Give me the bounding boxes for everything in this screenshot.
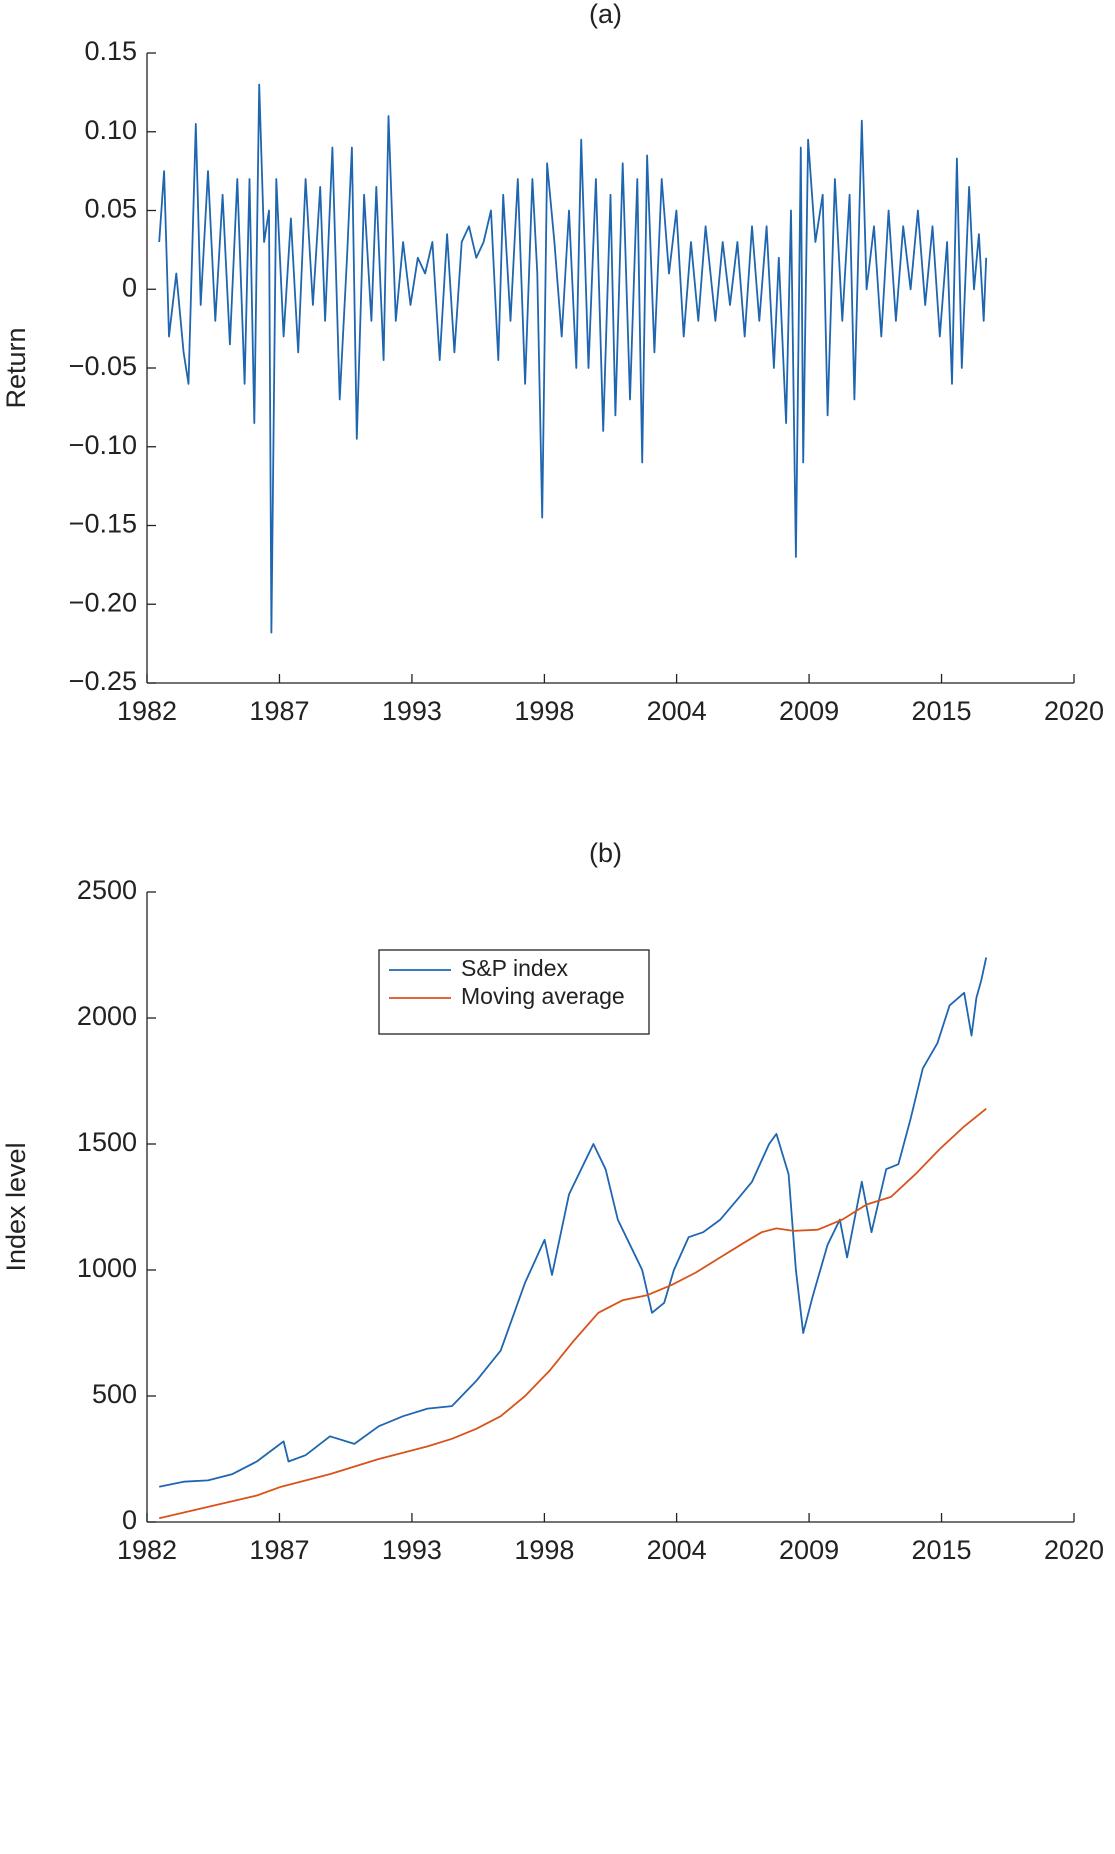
y-axis-label: Return: [1, 327, 31, 408]
y-tick-label: 0: [122, 1505, 137, 1535]
y-tick-label: 500: [92, 1379, 137, 1409]
x-tick-label: 2009: [779, 1535, 839, 1565]
x-tick-label: 2015: [911, 696, 971, 726]
y-tick-label: −0.15: [69, 509, 137, 539]
legend-label: S&P index: [461, 955, 568, 981]
y-tick-label: 2500: [77, 875, 137, 905]
y-tick-label: 2000: [77, 1001, 137, 1031]
x-tick-label: 1993: [382, 696, 442, 726]
x-tick-label: 2020: [1044, 1535, 1104, 1565]
x-tick-label: 2004: [647, 696, 707, 726]
chart-title: (a): [589, 0, 622, 29]
x-tick-label: 1987: [249, 696, 309, 726]
data-line: [159, 957, 988, 1488]
y-tick-label: 0.10: [84, 115, 137, 145]
x-tick-label: 1987: [249, 1535, 309, 1565]
y-tick-label: 0: [122, 272, 137, 302]
legend-label: Moving average: [461, 983, 625, 1009]
y-tick-label: −0.20: [69, 587, 137, 617]
y-tick-label: −0.10: [69, 430, 137, 460]
x-tick-label: 2009: [779, 696, 839, 726]
x-tick-label: 1993: [382, 1535, 442, 1565]
x-tick-label: 1982: [117, 696, 177, 726]
x-tick-label: 2020: [1044, 696, 1104, 726]
y-tick-label: 1000: [77, 1253, 137, 1283]
chart-title: (b): [589, 838, 622, 868]
y-tick-label: 1500: [77, 1127, 137, 1157]
x-tick-label: 1982: [117, 1535, 177, 1565]
y-tick-label: −0.05: [69, 351, 137, 381]
y-tick-label: −0.25: [69, 666, 137, 696]
legend-box: [378, 949, 650, 1035]
y-tick-label: 0.05: [84, 194, 137, 224]
data-line: [158, 1107, 987, 1520]
y-tick-label: 0.15: [84, 36, 137, 66]
y-axis-label: Index level: [1, 1142, 31, 1271]
data-line: [158, 83, 988, 634]
x-tick-label: 2004: [647, 1535, 707, 1565]
x-tick-label: 1998: [514, 1535, 574, 1565]
x-tick-label: 2015: [911, 1535, 971, 1565]
x-tick-label: 1998: [514, 696, 574, 726]
